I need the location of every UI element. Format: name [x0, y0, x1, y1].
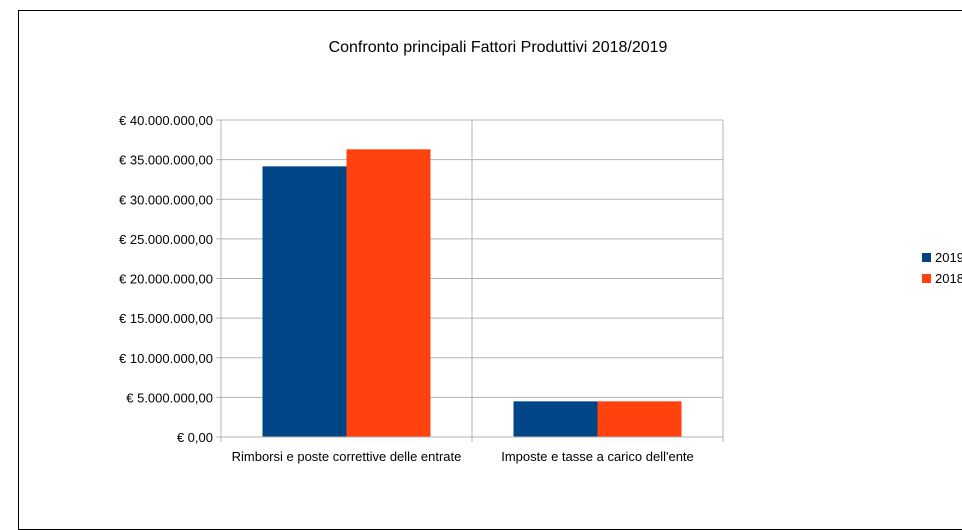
y-tick-label: € 40.000.000,00 [119, 113, 213, 128]
y-tick-label: € 25.000.000,00 [119, 232, 213, 247]
legend-label-2018: 2018 [935, 271, 962, 286]
legend-swatch-2018 [922, 274, 931, 283]
x-tick-labels: Rimborsi e poste correttive delle entrat… [232, 449, 694, 464]
bar-2018-1 [597, 401, 682, 437]
y-tick-label: € 15.000.000,00 [119, 311, 213, 326]
y-tick-label: € 20.000.000,00 [119, 272, 213, 287]
y-tick-label: € 10.000.000,00 [119, 351, 213, 366]
legend-swatch-2019 [922, 253, 931, 262]
bar-2019-0 [262, 166, 347, 437]
chart-title: Confronto principali Fattori Produttivi … [329, 39, 668, 56]
y-tick-label: € 0,00 [177, 430, 213, 445]
axes [216, 119, 723, 438]
y-tick-label: € 35.000.000,00 [119, 153, 213, 168]
legend: 2019 2018 [922, 250, 962, 286]
bar-2019-1 [513, 401, 598, 437]
bars [262, 149, 682, 437]
y-tick-label: € 30.000.000,00 [119, 192, 213, 207]
x-tick-label: Rimborsi e poste correttive delle entrat… [232, 449, 462, 464]
legend-label-2019: 2019 [935, 250, 962, 265]
bar-2018-0 [346, 149, 431, 437]
y-tick-labels: € 0,00 € 5.000.000,00 € 10.000.000,00 € 15.… [119, 113, 213, 445]
y-tick-label: € 5.000.000,00 [126, 390, 213, 405]
x-tick-label: Imposte e tasse a carico dell'ente [501, 449, 694, 464]
